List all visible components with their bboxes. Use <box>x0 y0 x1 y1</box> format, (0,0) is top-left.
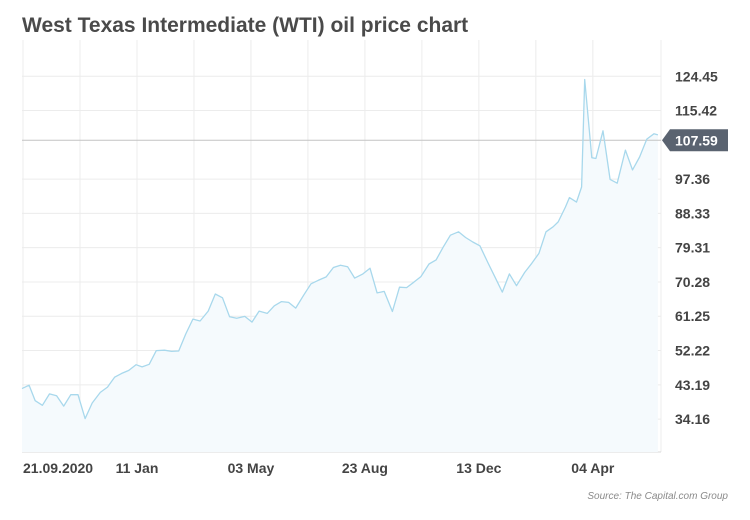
x-tick-label: 23 Aug <box>342 460 388 476</box>
x-tick-label: 11 Jan <box>116 460 159 476</box>
source-note: Source: The Capital.com Group <box>587 491 728 502</box>
y-axis-tick-labels: 34.16 43.19 52.22 61.25 70.28 79.31 88.33 97.36… <box>675 68 718 427</box>
x-tick-label: 03 May <box>228 460 275 476</box>
chart-title: West Texas Intermediate (WTI) oil price … <box>22 14 469 37</box>
y-tick-label: 124.45 <box>675 68 718 84</box>
last-value-badge-shape <box>662 129 728 152</box>
y-tick-label: 52.22 <box>675 343 710 359</box>
y-tick-label: 70.28 <box>675 274 710 290</box>
x-tick-label: 04 Apr <box>571 460 615 476</box>
y-tick-label: 97.36 <box>675 171 710 187</box>
y-tick-label: 34.16 <box>675 411 710 427</box>
y-tick-label: 88.33 <box>675 205 710 221</box>
last-value-label: 107.59 <box>675 132 718 148</box>
x-tick-label: 13 Dec <box>456 460 501 476</box>
y-tick-label: 61.25 <box>675 308 710 324</box>
x-axis-tick-labels: 21.09.2020 11 Jan 03 May 23 Aug 13 Dec 04 Apr <box>23 460 615 476</box>
price-line-series <box>21 78 659 420</box>
last-value-badge: 107.59 <box>662 129 728 152</box>
y-tick-label: 43.19 <box>675 377 710 393</box>
x-tick-label: 21.09.2020 <box>23 460 93 476</box>
y-tick-label: 115.42 <box>675 103 717 119</box>
y-tick-label: 79.31 <box>675 240 710 256</box>
